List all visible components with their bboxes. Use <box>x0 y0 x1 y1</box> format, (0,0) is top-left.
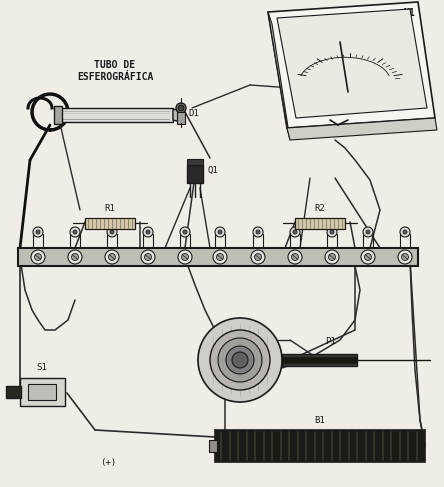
Text: S1: S1 <box>36 363 48 372</box>
Circle shape <box>217 254 223 261</box>
Circle shape <box>253 227 263 237</box>
Polygon shape <box>268 12 290 140</box>
Text: M1: M1 <box>403 8 415 18</box>
Bar <box>187 165 203 183</box>
Text: (+): (+) <box>100 457 116 467</box>
Text: B1: B1 <box>315 416 325 425</box>
Circle shape <box>363 227 373 237</box>
Bar <box>18 248 418 266</box>
Text: TUBO DE
ESFEROGRÁFICA: TUBO DE ESFEROGRÁFICA <box>77 60 153 82</box>
Circle shape <box>71 254 79 261</box>
Circle shape <box>33 227 43 237</box>
Circle shape <box>176 103 186 113</box>
Text: Q1: Q1 <box>207 166 218 174</box>
Circle shape <box>143 227 153 237</box>
Circle shape <box>232 352 248 368</box>
Circle shape <box>70 227 80 237</box>
Circle shape <box>398 250 412 264</box>
Circle shape <box>178 250 192 264</box>
Circle shape <box>146 230 150 234</box>
Circle shape <box>144 254 151 261</box>
Circle shape <box>178 105 184 111</box>
Circle shape <box>226 346 254 374</box>
Circle shape <box>366 230 370 234</box>
Circle shape <box>35 254 41 261</box>
Circle shape <box>327 227 337 237</box>
Bar <box>28 384 56 400</box>
Bar <box>6 386 21 398</box>
Circle shape <box>183 230 187 234</box>
Bar <box>85 218 135 229</box>
Circle shape <box>110 230 114 234</box>
Bar <box>20 378 65 406</box>
Circle shape <box>293 230 297 234</box>
Circle shape <box>290 227 300 237</box>
Circle shape <box>254 254 262 261</box>
Circle shape <box>141 250 155 264</box>
Bar <box>282 354 357 366</box>
Circle shape <box>400 227 410 237</box>
Polygon shape <box>173 108 181 122</box>
Circle shape <box>401 254 408 261</box>
Circle shape <box>288 250 302 264</box>
Text: D1: D1 <box>188 109 199 117</box>
Circle shape <box>213 250 227 264</box>
Circle shape <box>329 254 336 261</box>
Circle shape <box>330 230 334 234</box>
Circle shape <box>218 230 222 234</box>
Circle shape <box>210 330 270 390</box>
Text: R2: R2 <box>315 204 325 213</box>
Bar <box>282 357 357 363</box>
Bar <box>177 112 185 124</box>
Circle shape <box>403 230 407 234</box>
Polygon shape <box>268 2 435 128</box>
Circle shape <box>325 250 339 264</box>
Circle shape <box>105 250 119 264</box>
Circle shape <box>215 227 225 237</box>
Bar <box>58 108 173 122</box>
Circle shape <box>182 254 189 261</box>
Polygon shape <box>277 9 427 118</box>
Circle shape <box>361 250 375 264</box>
Circle shape <box>256 230 260 234</box>
Circle shape <box>108 254 115 261</box>
Circle shape <box>218 338 262 382</box>
Polygon shape <box>187 159 203 165</box>
Circle shape <box>107 227 117 237</box>
Text: P1: P1 <box>325 337 336 346</box>
Polygon shape <box>54 106 62 124</box>
Bar <box>209 440 217 452</box>
Circle shape <box>251 250 265 264</box>
Circle shape <box>36 230 40 234</box>
Polygon shape <box>287 118 437 140</box>
Circle shape <box>365 254 372 261</box>
Circle shape <box>31 250 45 264</box>
Text: R1: R1 <box>105 204 115 213</box>
Circle shape <box>73 230 77 234</box>
Circle shape <box>292 254 298 261</box>
Circle shape <box>180 227 190 237</box>
Bar <box>215 430 425 462</box>
Circle shape <box>198 318 282 402</box>
Circle shape <box>68 250 82 264</box>
Bar <box>295 218 345 229</box>
